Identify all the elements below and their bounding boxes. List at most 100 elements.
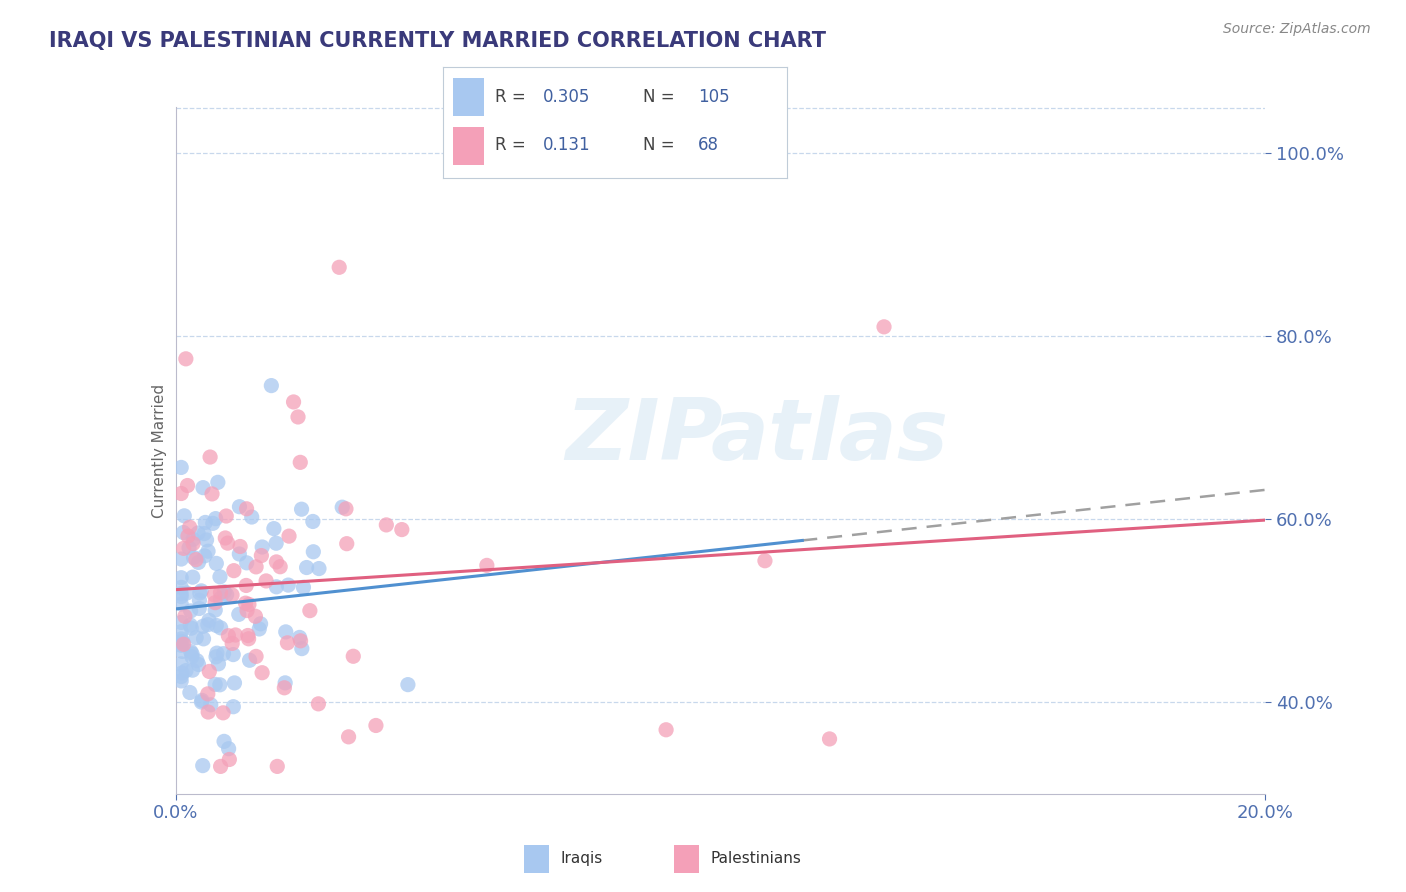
Point — [221, 588, 243, 602]
Text: IRAQI VS PALESTINIAN CURRENTLY MARRIED CORRELATION CHART: IRAQI VS PALESTINIAN CURRENTLY MARRIED C… — [49, 31, 827, 51]
Point — [181, 533, 204, 547]
Point — [754, 554, 776, 568]
Point — [179, 520, 201, 534]
Point — [197, 705, 219, 719]
Point — [170, 571, 193, 585]
Point — [224, 676, 246, 690]
Bar — [453, 128, 484, 165]
Point — [173, 508, 195, 523]
Point — [274, 676, 297, 690]
Point — [217, 629, 239, 643]
Point — [222, 648, 245, 662]
Point — [188, 586, 211, 600]
Point — [197, 544, 219, 558]
Point — [212, 734, 235, 748]
Point — [269, 559, 291, 574]
Point — [173, 637, 195, 651]
Point — [176, 478, 198, 492]
Point — [174, 351, 197, 366]
Point — [179, 685, 201, 699]
Point — [228, 547, 250, 561]
Point — [475, 558, 498, 573]
Text: atlas: atlas — [710, 395, 949, 478]
Point — [330, 500, 353, 515]
Point — [208, 570, 231, 584]
Point — [193, 632, 215, 646]
Point — [291, 641, 314, 656]
Point — [170, 657, 193, 671]
Text: 0.305: 0.305 — [543, 88, 591, 106]
Point — [187, 657, 209, 672]
Point — [181, 647, 204, 661]
Point — [277, 578, 299, 592]
Point — [174, 664, 197, 678]
Point — [181, 536, 204, 550]
Point — [197, 617, 219, 632]
Point — [222, 699, 245, 714]
Point — [214, 585, 236, 599]
Point — [205, 618, 228, 632]
Point — [188, 593, 211, 607]
Point — [204, 603, 226, 617]
Point — [235, 596, 257, 610]
Point — [176, 586, 198, 600]
Point — [260, 378, 283, 392]
Point — [307, 697, 329, 711]
Point — [212, 647, 235, 661]
Point — [197, 687, 219, 701]
Point — [274, 624, 297, 639]
Point — [818, 731, 841, 746]
Point — [290, 502, 312, 516]
Point — [180, 604, 202, 618]
Point — [290, 455, 312, 469]
Point — [222, 564, 245, 578]
Point — [170, 586, 193, 600]
Point — [181, 663, 204, 677]
Text: Palestinians: Palestinians — [710, 851, 801, 866]
Point — [249, 616, 271, 631]
Point — [170, 638, 193, 652]
Point — [228, 500, 250, 514]
Point — [170, 460, 193, 475]
Text: N =: N = — [643, 136, 675, 154]
Point — [204, 596, 226, 610]
Point — [228, 607, 250, 622]
Point — [204, 511, 226, 525]
Point — [177, 541, 200, 555]
Point — [276, 636, 298, 650]
Point — [201, 516, 224, 531]
Point — [198, 450, 221, 464]
Point — [204, 677, 226, 691]
Bar — [524, 845, 550, 872]
Point — [170, 597, 193, 611]
Point — [238, 598, 260, 612]
Point — [207, 475, 229, 490]
Point — [287, 409, 309, 424]
Text: Iraqis: Iraqis — [561, 851, 603, 866]
Point — [186, 631, 208, 645]
Point — [173, 609, 195, 624]
Point — [328, 260, 350, 275]
Point — [245, 560, 267, 574]
Point — [238, 632, 260, 646]
Point — [288, 631, 311, 645]
Point — [254, 574, 277, 588]
Point — [198, 665, 221, 679]
Point — [170, 590, 193, 604]
Point — [236, 628, 259, 642]
Point — [250, 665, 273, 680]
Text: N =: N = — [643, 88, 675, 106]
Point — [209, 621, 232, 635]
Point — [209, 759, 232, 773]
Point — [190, 583, 212, 598]
Point — [217, 536, 239, 550]
Point — [170, 673, 193, 688]
Point — [205, 557, 228, 571]
Point — [391, 523, 413, 537]
Point — [236, 603, 259, 617]
Point — [198, 613, 221, 627]
Point — [205, 649, 228, 664]
Point — [186, 654, 208, 668]
Text: R =: R = — [495, 88, 526, 106]
Point — [215, 508, 238, 523]
